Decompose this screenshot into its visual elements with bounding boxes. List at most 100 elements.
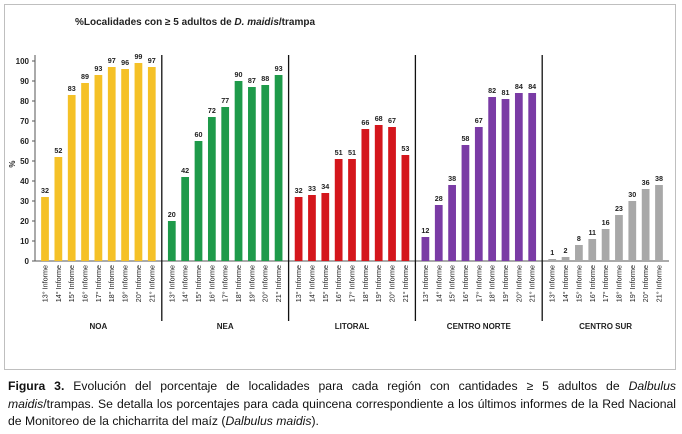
bar [94,75,103,261]
x-tick-label: 21° Informe [654,265,663,302]
bar [41,197,49,261]
bar-value-label: 53 [401,144,409,153]
caption-genus-2: Dalbulus maidis [225,414,312,428]
bar-value-label: 8 [577,234,581,243]
x-tick-label: 19° Informe [501,265,510,302]
bar [588,239,597,261]
bar-value-label: 97 [148,56,156,65]
bar-value-label: 93 [275,64,283,73]
bar-value-label: 67 [388,116,396,125]
x-tick-label: 18° Informe [614,265,623,302]
x-tick-label: 14° Informe [561,265,570,302]
bar [274,75,283,261]
y-tick-label: 40 [20,177,29,186]
y-axis-label: % [8,160,17,167]
bar-value-label: 51 [348,148,356,157]
figure-caption: Figura 3. Evolución del porcentaje de lo… [8,378,676,431]
bar-value-label: 28 [435,194,443,203]
bar-value-label: 42 [181,166,189,175]
bar-value-label: 72 [208,106,216,115]
bar-value-label: 11 [588,228,596,237]
bar-value-label: 32 [41,186,49,195]
bar [601,229,610,261]
bar-value-label: 90 [235,70,243,79]
bar-value-label: 83 [68,84,76,93]
bar-value-label: 97 [108,56,116,65]
x-tick-label: 14° Informe [181,265,190,302]
x-tick-label: 15° Informe [574,265,583,302]
bar [54,157,63,261]
bar [361,129,370,261]
bar [308,195,316,261]
bar [474,127,483,261]
bar [501,99,510,261]
x-tick-label: 17° Informe [221,265,230,302]
bar [615,215,623,261]
region-label: CENTRO NORTE [447,322,512,331]
bar [334,159,343,261]
bar [67,95,76,261]
bar [294,197,303,261]
bar [448,185,456,261]
x-tick-label: 20° Informe [388,265,397,302]
x-tick-label: 16° Informe [207,265,216,302]
bar-value-label: 34 [321,182,329,191]
bar [194,141,203,261]
y-tick-label: 10 [20,237,29,246]
bar-value-label: 20 [168,210,176,219]
x-tick-label: 18° Informe [488,265,497,302]
x-tick-label: 21° Informe [528,265,537,302]
bar-value-label: 84 [515,82,523,91]
y-tick-label: 0 [25,257,30,266]
bar [641,189,650,261]
chart-title-suffix: /trampa [278,17,316,28]
bar-value-label: 99 [134,52,142,61]
bar [147,67,156,261]
x-tick-label: 19° Informe [247,265,256,302]
x-tick-label: 19° Informe [628,265,637,302]
bar-value-label: 16 [602,218,610,227]
x-tick-label: 19° Informe [121,265,130,302]
bar [421,237,430,261]
bar-value-label: 51 [335,148,343,157]
bar-value-label: 33 [308,184,316,193]
x-tick-label: 15° Informe [67,265,76,302]
x-tick-label: 13° Informe [421,265,430,302]
bar [261,85,270,261]
x-tick-label: 14° Informe [307,265,316,302]
x-tick-label: 17° Informe [601,265,610,302]
x-tick-label: 20° Informe [641,265,650,302]
bar [121,69,129,261]
x-tick-label: 20° Informe [514,265,523,302]
y-tick-label: 70 [20,117,29,126]
bar-value-label: 88 [261,74,269,83]
x-tick-label: 15° Informe [321,265,330,302]
bar-value-label: 93 [94,64,102,73]
x-tick-label: 13° Informe [294,265,303,302]
x-tick-label: 18° Informe [234,265,243,302]
bar [134,63,143,261]
bar [234,81,243,261]
bar-value-label: 58 [461,134,469,143]
bar-value-label: 23 [615,204,623,213]
x-tick-label: 16° Informe [81,265,90,302]
caption-genus-1: Dalbulus maidis [8,379,676,411]
x-tick-label: 17° Informe [94,265,103,302]
bar [181,177,190,261]
bar-value-label: 30 [628,190,636,199]
x-tick-label: 17° Informe [474,265,483,302]
bar [207,117,216,261]
caption-text-2: /trampas. Se detalla los porcentajes par… [8,396,676,429]
bar-value-label: 87 [248,76,256,85]
x-tick-label: 16° Informe [588,265,597,302]
bar-value-label: 96 [121,58,129,67]
bar-value-label: 1 [550,248,554,257]
bar-value-label: 60 [195,130,203,139]
x-tick-label: 20° Informe [134,265,143,302]
region-label: NEA [217,322,234,331]
bar [628,201,637,261]
bar [461,145,470,261]
bar [655,185,663,261]
bar-value-label: 68 [375,114,383,123]
